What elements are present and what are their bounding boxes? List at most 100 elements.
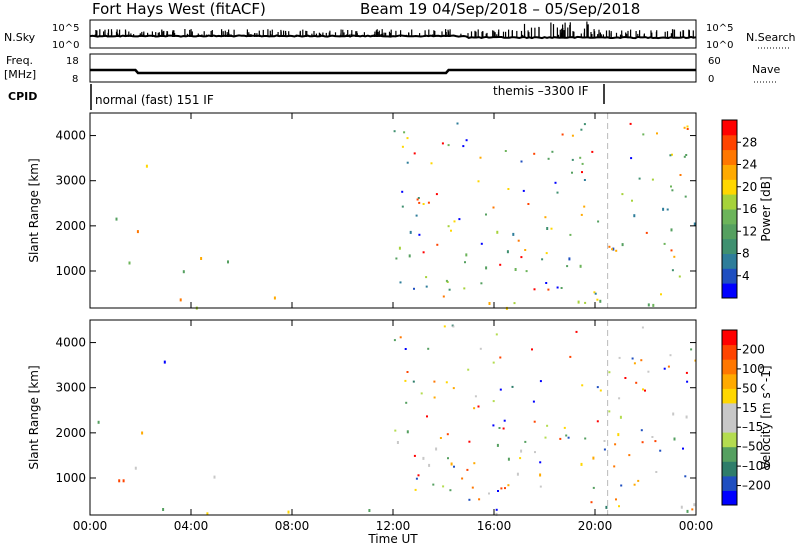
heatmap-cell xyxy=(417,474,420,477)
heatmap-cell xyxy=(647,303,650,307)
heatmap-cell xyxy=(499,263,502,266)
nsearch-bar xyxy=(256,33,258,37)
heatmap-cell xyxy=(621,243,624,247)
heatmap-cell xyxy=(670,185,672,188)
heatmap-cell xyxy=(656,132,658,135)
heatmap-cell xyxy=(556,286,559,289)
heatmap-cell xyxy=(655,471,658,473)
heatmap-cell xyxy=(581,384,584,387)
y-axis-label: Slant Range [km] xyxy=(27,365,41,469)
colorbar-segment xyxy=(722,432,737,448)
heatmap-cell xyxy=(669,354,672,357)
heatmap-cell xyxy=(447,457,449,460)
nsearch-bar xyxy=(477,29,479,37)
power-colorbar: 4 8 12 16 20 24 28 Power [dB] xyxy=(721,119,773,299)
heatmap-cell xyxy=(662,207,665,211)
nsearch-bar xyxy=(560,32,562,37)
heatmap-cell xyxy=(480,242,483,245)
nsearch-bar xyxy=(492,30,494,37)
colorbar-segment xyxy=(722,120,737,136)
heatmap-cell xyxy=(666,208,669,211)
nsearch-bar xyxy=(205,34,207,37)
nsearch-bar xyxy=(226,32,228,37)
nsearch-bar xyxy=(328,32,330,37)
heatmap-cell xyxy=(468,498,471,501)
nsearch-bar xyxy=(521,34,523,37)
nsearch-bar xyxy=(158,32,160,37)
heatmap-cell xyxy=(524,249,527,251)
heatmap-cell xyxy=(450,462,453,466)
nsearch-bar xyxy=(433,30,435,37)
nsearch-bar xyxy=(107,29,110,37)
nsearch-bar xyxy=(639,30,641,37)
heatmap-cell xyxy=(571,134,574,137)
nsearch-bar xyxy=(315,33,317,37)
freq-tick-bottom: 8 xyxy=(72,74,78,85)
heatmap-cell xyxy=(524,440,527,443)
y-tick-label: 1000 xyxy=(55,264,86,278)
nsearch-bar xyxy=(319,33,322,37)
heatmap-cell xyxy=(683,126,686,129)
nsearch-bar xyxy=(567,27,569,37)
nsearch-bar xyxy=(615,32,618,37)
heatmap-cell xyxy=(545,282,548,284)
nsearch-bar xyxy=(688,29,690,37)
heatmap-cell xyxy=(693,222,696,226)
heatmap-cell xyxy=(690,348,693,351)
heatmap-cell xyxy=(503,419,506,422)
nsearch-bar xyxy=(94,34,96,37)
heatmap-cell xyxy=(545,252,548,255)
heatmap-cell xyxy=(686,128,689,130)
nsearch-bar xyxy=(305,30,307,37)
nsearch-bar xyxy=(203,31,205,37)
nsearch-bar xyxy=(692,30,694,37)
heatmap-cell xyxy=(547,157,550,160)
nsearch-bar xyxy=(230,34,232,37)
nsearch-bar xyxy=(228,29,230,37)
nsearch-bar xyxy=(602,34,604,37)
heatmap-cell xyxy=(559,437,562,440)
heatmap-cell xyxy=(686,125,689,128)
nsearch-bar xyxy=(233,29,235,37)
heatmap-cell xyxy=(685,371,688,374)
heatmap-cell xyxy=(413,287,415,290)
heatmap-cell xyxy=(500,487,503,490)
heatmap-cell xyxy=(693,503,696,507)
heatmap-cell xyxy=(603,448,606,451)
nsearch-bar xyxy=(343,32,345,37)
nsearch-bar xyxy=(306,31,308,37)
heatmap-cell xyxy=(492,424,495,427)
heatmap-cell xyxy=(473,462,476,465)
heatmap-cell xyxy=(511,385,514,388)
heatmap-cell xyxy=(631,357,634,360)
heatmap-cell xyxy=(583,123,586,126)
heatmap-cell xyxy=(539,473,542,477)
nsearch-bar xyxy=(523,23,526,37)
nsearch-bar xyxy=(269,30,271,37)
heatmap-cell xyxy=(541,258,544,261)
nsearch-bar xyxy=(373,34,375,37)
heatmap-cell xyxy=(474,395,477,398)
heatmap-cell xyxy=(415,477,418,480)
nsearch-bar xyxy=(254,33,256,37)
nsearch-bar xyxy=(670,33,672,37)
y-tick-label: 1000 xyxy=(55,471,86,485)
heatmap-cell xyxy=(652,303,655,307)
nsearch-bar xyxy=(679,31,682,37)
nsearch-bar xyxy=(502,31,505,37)
nsearch-bar xyxy=(125,30,127,37)
heatmap-cell xyxy=(682,447,684,450)
heatmap-cell xyxy=(686,380,689,383)
nsearch-bar xyxy=(530,27,533,37)
nsearch-bar xyxy=(408,32,410,37)
heatmap-cell xyxy=(465,253,468,257)
heatmap-cell xyxy=(596,298,599,301)
velocity-colorbar: 200 100 50 15 –15 –50 –100 –200 Velocity [m s^-1… xyxy=(721,329,773,506)
heatmap-cell xyxy=(492,400,495,403)
heatmap-cell xyxy=(442,295,445,298)
heatmap-cell xyxy=(683,155,686,158)
heatmap-cell xyxy=(405,401,408,404)
heatmap-cell xyxy=(594,292,597,295)
nsearch-bar xyxy=(197,33,199,37)
heatmap-cell xyxy=(618,397,621,400)
